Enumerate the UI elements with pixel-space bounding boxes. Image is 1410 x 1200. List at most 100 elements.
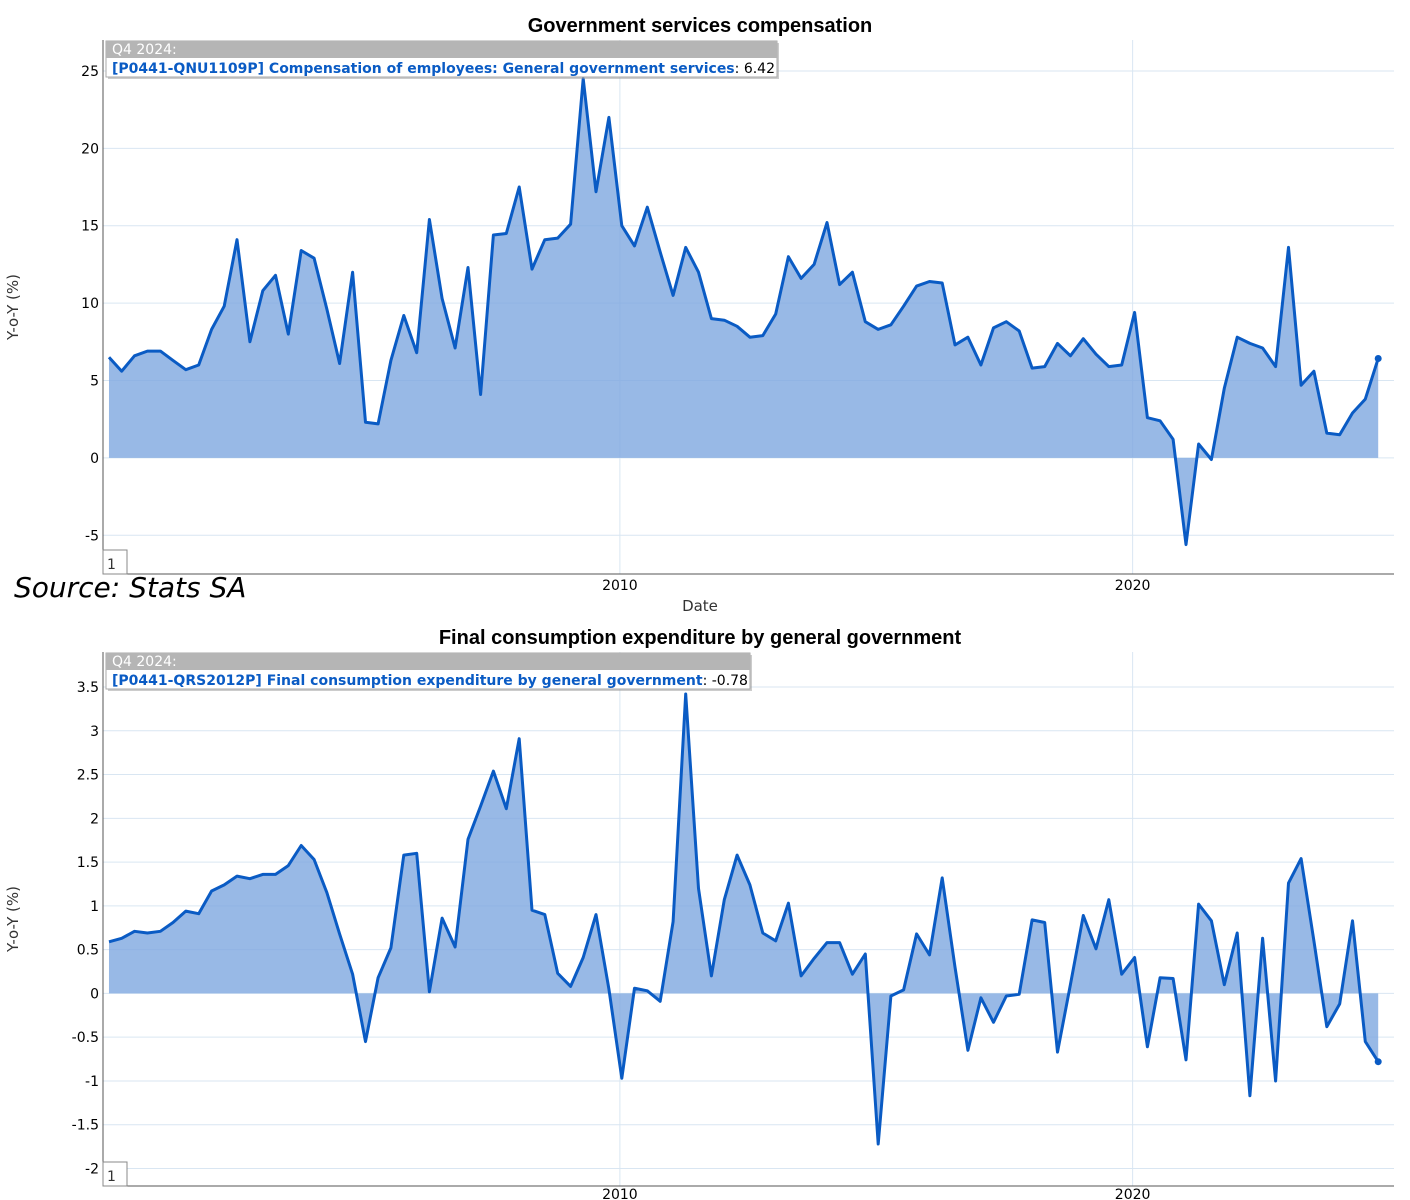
data-point[interactable] bbox=[1287, 245, 1291, 249]
data-point[interactable] bbox=[466, 837, 470, 841]
data-point[interactable] bbox=[671, 293, 675, 297]
data-point[interactable] bbox=[543, 913, 547, 917]
data-point[interactable] bbox=[1274, 365, 1278, 369]
data-point[interactable] bbox=[735, 324, 739, 328]
data-point[interactable] bbox=[171, 358, 175, 362]
data-point[interactable] bbox=[953, 965, 957, 969]
data-point[interactable] bbox=[1338, 1002, 1342, 1006]
data-point[interactable] bbox=[709, 974, 713, 978]
data-point[interactable] bbox=[325, 307, 329, 311]
data-point[interactable] bbox=[530, 267, 534, 271]
data-point[interactable] bbox=[351, 972, 355, 976]
data-point[interactable] bbox=[274, 872, 278, 876]
data-point[interactable] bbox=[774, 312, 778, 316]
data-point[interactable] bbox=[440, 916, 444, 920]
data-point[interactable] bbox=[748, 335, 752, 339]
data-point[interactable] bbox=[184, 368, 188, 372]
data-point[interactable] bbox=[504, 807, 508, 811]
data-point[interactable] bbox=[838, 941, 842, 945]
data-point[interactable] bbox=[1222, 983, 1226, 987]
data-point[interactable] bbox=[786, 901, 790, 905]
data-point[interactable] bbox=[607, 987, 611, 991]
data-point[interactable] bbox=[838, 283, 842, 287]
data-point[interactable] bbox=[376, 422, 380, 426]
data-point[interactable] bbox=[1120, 363, 1124, 367]
data-point[interactable] bbox=[1017, 329, 1021, 333]
data-point[interactable] bbox=[863, 952, 867, 956]
data-point[interactable] bbox=[979, 996, 983, 1000]
data-point[interactable] bbox=[1351, 411, 1355, 415]
data-point[interactable] bbox=[633, 986, 637, 990]
data-point[interactable] bbox=[1017, 992, 1021, 996]
data-point[interactable] bbox=[1030, 366, 1034, 370]
data-point[interactable] bbox=[684, 245, 688, 249]
data-point[interactable] bbox=[210, 889, 214, 893]
data-point[interactable] bbox=[658, 250, 662, 254]
data-point[interactable] bbox=[364, 420, 368, 424]
data-point[interactable] bbox=[1068, 354, 1072, 358]
data-point[interactable] bbox=[325, 891, 329, 895]
data-point[interactable] bbox=[389, 358, 393, 362]
data-point[interactable] bbox=[1004, 994, 1008, 998]
data-point[interactable] bbox=[402, 314, 406, 318]
data-point[interactable] bbox=[1133, 310, 1137, 314]
data-point[interactable] bbox=[364, 1040, 368, 1044]
data-point[interactable] bbox=[376, 976, 380, 980]
data-point[interactable] bbox=[1158, 419, 1162, 423]
data-point[interactable] bbox=[351, 270, 355, 274]
data-point[interactable] bbox=[928, 280, 932, 284]
data-point[interactable] bbox=[799, 974, 803, 978]
data-point[interactable] bbox=[1351, 919, 1355, 923]
data-point[interactable] bbox=[1030, 918, 1034, 922]
data-point[interactable] bbox=[748, 883, 752, 887]
data-point[interactable] bbox=[1094, 947, 1098, 951]
data-point[interactable] bbox=[953, 343, 957, 347]
data-point[interactable] bbox=[1209, 919, 1213, 923]
data-point[interactable] bbox=[966, 335, 970, 339]
data-point[interactable] bbox=[107, 940, 111, 944]
data-point[interactable] bbox=[1197, 902, 1201, 906]
data-point[interactable] bbox=[902, 988, 906, 992]
data-point[interactable] bbox=[402, 853, 406, 857]
data-point[interactable] bbox=[1145, 1045, 1149, 1049]
data-point[interactable] bbox=[658, 999, 662, 1003]
data-point[interactable] bbox=[479, 804, 483, 808]
data-point[interactable] bbox=[1171, 977, 1175, 981]
data-point[interactable] bbox=[1312, 369, 1316, 373]
data-point[interactable] bbox=[1261, 936, 1265, 940]
data-point[interactable] bbox=[210, 327, 214, 331]
last-data-point[interactable] bbox=[1374, 355, 1382, 362]
data-point[interactable] bbox=[171, 921, 175, 925]
data-point[interactable] bbox=[902, 304, 906, 308]
data-point[interactable] bbox=[274, 273, 278, 277]
data-point[interactable] bbox=[1184, 1058, 1188, 1062]
data-point[interactable] bbox=[620, 1076, 624, 1080]
data-point[interactable] bbox=[1338, 433, 1342, 437]
data-point[interactable] bbox=[1248, 1094, 1252, 1098]
data-point[interactable] bbox=[645, 205, 649, 209]
data-point[interactable] bbox=[1004, 320, 1008, 324]
data-point[interactable] bbox=[338, 932, 342, 936]
data-point[interactable] bbox=[1158, 976, 1162, 980]
data-point[interactable] bbox=[1235, 335, 1239, 339]
data-point[interactable] bbox=[415, 351, 419, 355]
data-point[interactable] bbox=[850, 972, 854, 976]
data-point[interactable] bbox=[120, 369, 124, 373]
data-point[interactable] bbox=[427, 218, 431, 222]
data-point[interactable] bbox=[1222, 386, 1226, 390]
data-point[interactable] bbox=[1363, 397, 1367, 401]
data-point[interactable] bbox=[876, 1142, 880, 1146]
data-point[interactable] bbox=[709, 317, 713, 321]
data-point[interactable] bbox=[427, 990, 431, 994]
data-point[interactable] bbox=[761, 931, 765, 935]
data-point[interactable] bbox=[286, 864, 290, 868]
data-point[interactable] bbox=[992, 326, 996, 330]
data-point[interactable] bbox=[671, 920, 675, 924]
data-point[interactable] bbox=[299, 249, 303, 253]
data-point[interactable] bbox=[556, 236, 560, 240]
data-point[interactable] bbox=[1274, 1079, 1278, 1083]
data-point[interactable] bbox=[1068, 983, 1072, 987]
data-point[interactable] bbox=[1287, 881, 1291, 885]
data-point[interactable] bbox=[1120, 972, 1124, 976]
data-point[interactable] bbox=[299, 844, 303, 848]
